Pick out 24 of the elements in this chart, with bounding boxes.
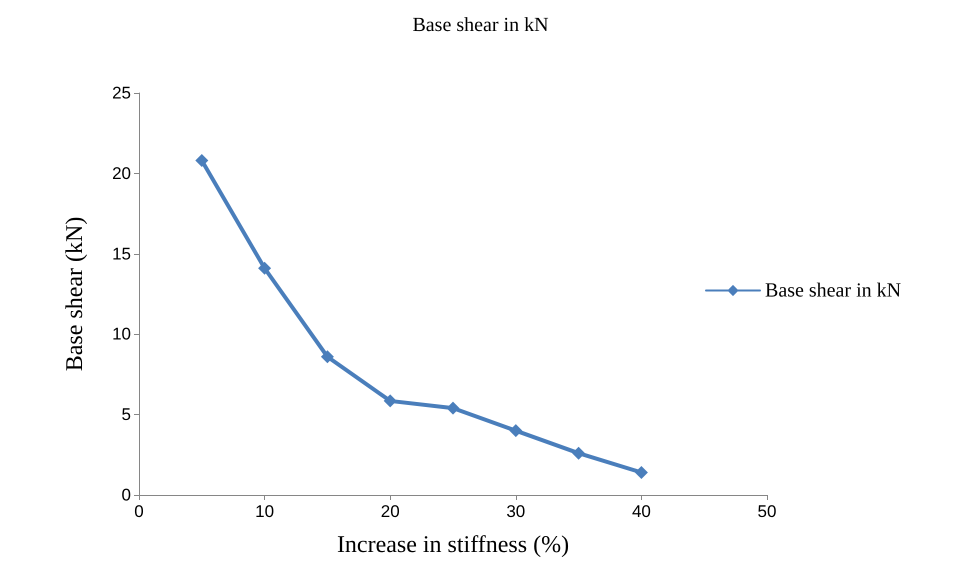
point bbox=[320, 350, 334, 364]
y-tick-label: 25 bbox=[112, 84, 131, 102]
y-tick-label: 15 bbox=[112, 244, 131, 264]
point bbox=[446, 402, 460, 415]
x-axis-title: Increase in stiffness (%) bbox=[336, 532, 570, 558]
x-tick-label: 0 bbox=[134, 502, 144, 521]
legend-label: Base shear in kN bbox=[765, 280, 902, 302]
y-axis-title: Base shear (kN) bbox=[62, 216, 88, 372]
y-tick-label: 0 bbox=[122, 486, 131, 504]
point bbox=[258, 262, 272, 275]
x-tick-label: 10 bbox=[255, 502, 274, 521]
x-tick-label: 40 bbox=[632, 502, 651, 521]
point bbox=[634, 466, 648, 479]
point bbox=[509, 424, 522, 438]
chart-title: Base shear in kN bbox=[412, 14, 549, 36]
y-tick-label: 5 bbox=[122, 405, 131, 424]
x-tick-label: 30 bbox=[506, 502, 526, 521]
point bbox=[572, 446, 586, 460]
point bbox=[384, 394, 397, 408]
point bbox=[195, 154, 208, 168]
y-tick-label: 10 bbox=[112, 324, 131, 344]
y-tick-label: 20 bbox=[112, 164, 131, 183]
x-tick-label: 50 bbox=[758, 502, 776, 521]
x-tick-label: 20 bbox=[380, 502, 400, 521]
